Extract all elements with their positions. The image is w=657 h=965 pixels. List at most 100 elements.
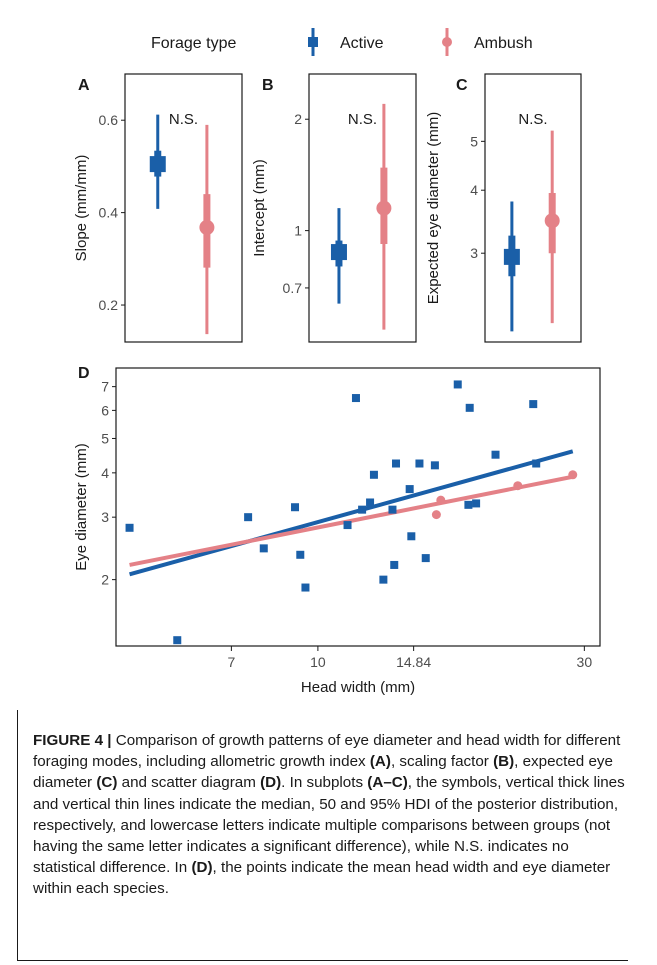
- y-axis-label: Eye diameter (mm): [73, 443, 90, 571]
- y-tick-label: 0.7: [283, 280, 303, 296]
- panel-letter-d: D: [78, 365, 90, 382]
- data-point-active: [472, 499, 481, 508]
- annotation-ns: N.S.: [518, 111, 547, 128]
- data-point-active: [415, 459, 424, 468]
- plot-frame: [484, 73, 582, 343]
- panel-letter-c: C: [456, 77, 468, 94]
- median-marker-active: [330, 244, 347, 261]
- legend-ambush-circle: [442, 37, 452, 47]
- data-point-active: [465, 403, 474, 412]
- x-tick-label: 7: [227, 654, 235, 670]
- plot-frame: [308, 73, 417, 343]
- panel-d: 7 10 14.84 30 2 3 4 5 6 7 Head width (mm) Eye diame…: [73, 367, 601, 696]
- data-point-active: [532, 459, 541, 468]
- plot-frame: [115, 367, 601, 647]
- annotation-ns: N.S.: [348, 111, 377, 128]
- y-tick-label: 0.4: [99, 205, 119, 221]
- y-tick-label: 2: [294, 111, 302, 127]
- legend-item-active: Active: [308, 28, 384, 56]
- annotation-ns: N.S.: [169, 111, 198, 128]
- y-tick-label: 6: [101, 402, 109, 418]
- panel-letter-b: B: [262, 77, 274, 94]
- data-point-active: [464, 500, 473, 509]
- median-marker-ambush: [199, 219, 215, 235]
- caption-text: Comparison of growth patterns of eye dia…: [33, 732, 621, 771]
- data-point-active: [407, 532, 416, 541]
- data-point-active: [529, 400, 538, 409]
- caption-text: and scatter diagram: [117, 774, 261, 792]
- data-point-active: [351, 394, 360, 403]
- data-point-active: [491, 450, 500, 459]
- y-tick-label: 5: [470, 133, 478, 149]
- caption-ref: (C): [96, 774, 118, 792]
- panel-letter-a: A: [78, 77, 90, 94]
- x-tick-label: 30: [577, 654, 593, 670]
- y-axis-label: Slope (mm/mm): [73, 155, 90, 262]
- legend-title: Forage type: [151, 35, 236, 52]
- x-axis-label: Head width (mm): [301, 679, 415, 696]
- data-point-active: [405, 485, 414, 494]
- caption-ref: (A–C): [367, 774, 408, 792]
- data-point-ambush: [568, 470, 578, 480]
- data-point-active: [369, 470, 378, 479]
- caption-ref: (D): [191, 859, 213, 877]
- data-point-ambush: [513, 481, 523, 491]
- y-tick-label: 1: [294, 223, 302, 239]
- figure-caption: FIGURE 4 | Comparison of growth patterns…: [33, 730, 633, 900]
- y-tick-label: 2: [101, 572, 109, 588]
- legend-active-label: Active: [340, 35, 384, 52]
- y-axis-label: Intercept (mm): [251, 159, 268, 257]
- data-point-active: [291, 503, 300, 512]
- data-point-active: [379, 575, 388, 584]
- data-point-active: [301, 583, 310, 592]
- y-tick-label: 4: [470, 182, 478, 198]
- data-point-active: [366, 498, 375, 507]
- legend-active-square: [308, 37, 318, 47]
- x-tick-label: 14.84: [396, 654, 431, 670]
- caption-text: , the points indicate the mean head widt…: [33, 859, 611, 898]
- legend: Forage type Active Ambush: [151, 28, 533, 56]
- caption-ref: (D): [260, 774, 282, 792]
- data-point-active: [125, 523, 134, 532]
- x-tick-label: 10: [310, 654, 326, 670]
- plot-frame: [124, 73, 243, 343]
- data-point-active: [358, 505, 367, 514]
- data-point-active: [430, 461, 439, 470]
- data-point-active: [421, 554, 430, 563]
- data-point-active: [343, 521, 352, 530]
- panel-c: 3 4 5 Expected eye diameter (mm) N.S.: [425, 73, 582, 343]
- y-tick-label: 3: [101, 509, 109, 525]
- median-marker-active: [503, 248, 520, 265]
- y-tick-label: 7: [101, 379, 109, 395]
- median-marker-active: [149, 156, 166, 173]
- caption-ref: (B): [493, 753, 515, 771]
- panel-b: 0.7 1 2 Intercept (mm) N.S.: [251, 73, 417, 343]
- legend-ambush-label: Ambush: [474, 35, 533, 52]
- caption-text: . In subplots: [281, 774, 368, 792]
- fit-line-active: [129, 449, 574, 577]
- median-marker-ambush: [376, 200, 392, 216]
- panel-a: 0.2 0.4 0.6 Slope (mm/mm) N.S.: [73, 73, 243, 343]
- legend-item-ambush: Ambush: [442, 28, 533, 56]
- y-tick-label: 5: [101, 430, 109, 446]
- data-point-ambush: [431, 510, 441, 520]
- data-point-ambush: [436, 495, 446, 505]
- data-point-active: [296, 550, 305, 559]
- data-point-active: [392, 459, 401, 468]
- data-point-active: [390, 560, 399, 569]
- data-point-active: [244, 513, 253, 522]
- data-point-active: [453, 380, 462, 389]
- data-point-active: [259, 544, 268, 553]
- y-tick-label: 3: [470, 245, 478, 261]
- fit-line-ambush: [129, 474, 574, 567]
- data-point-active: [173, 636, 182, 645]
- caption-ref: (A): [369, 753, 391, 771]
- data-point-active: [388, 505, 397, 514]
- median-marker-ambush: [544, 213, 560, 229]
- caption-box: [17, 710, 628, 961]
- y-tick-label: 4: [101, 465, 109, 481]
- y-axis-label: Expected eye diameter (mm): [425, 112, 442, 305]
- y-tick-label: 0.6: [99, 112, 119, 128]
- caption-text: , the symbols, vertical thick lines and …: [33, 774, 625, 877]
- y-tick-label: 0.2: [99, 297, 119, 313]
